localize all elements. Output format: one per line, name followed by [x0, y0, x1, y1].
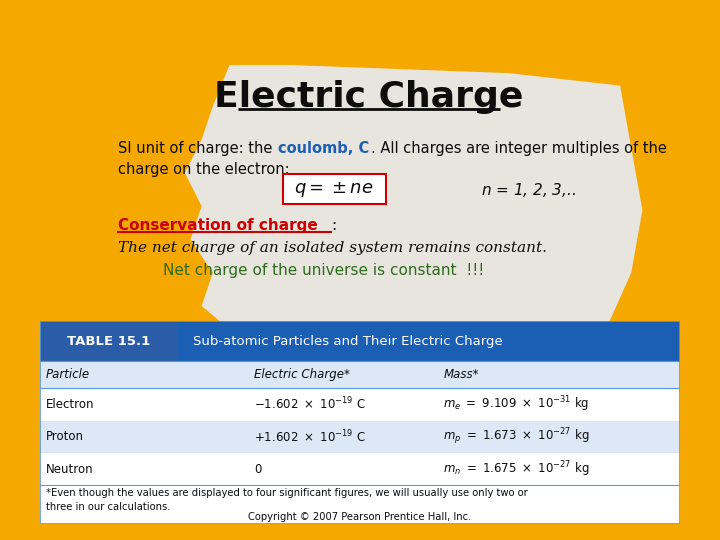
FancyBboxPatch shape	[40, 421, 680, 453]
Text: :: :	[331, 218, 336, 233]
Text: $m_e\ =\ 9.109\ \times\ 10^{-31}$ kg: $m_e\ =\ 9.109\ \times\ 10^{-31}$ kg	[444, 395, 590, 414]
Text: . All charges are integer multiples of the: . All charges are integer multiples of t…	[372, 141, 667, 156]
Text: Particle: Particle	[46, 368, 90, 381]
Text: Net charge of the universe is constant  !!!: Net charge of the universe is constant !…	[163, 263, 484, 278]
Text: Sub-atomic Particles and Their Electric Charge: Sub-atomic Particles and Their Electric …	[194, 335, 503, 348]
FancyBboxPatch shape	[40, 388, 680, 421]
FancyBboxPatch shape	[40, 361, 680, 524]
FancyBboxPatch shape	[40, 321, 177, 361]
FancyBboxPatch shape	[40, 453, 680, 485]
Text: Conservation of charge: Conservation of charge	[118, 218, 318, 233]
FancyBboxPatch shape	[40, 361, 680, 388]
Text: $-1.602\ \times\ 10^{-19}$ C: $-1.602\ \times\ 10^{-19}$ C	[254, 396, 366, 413]
Text: Copyright © 2007 Pearson Prentice Hall, Inc.: Copyright © 2007 Pearson Prentice Hall, …	[248, 512, 472, 522]
Text: Proton: Proton	[46, 430, 84, 443]
Text: SI unit of charge: the: SI unit of charge: the	[118, 141, 277, 156]
Text: charge on the electron:: charge on the electron:	[118, 162, 289, 177]
Text: $m_p\ =\ 1.673\ \times\ 10^{-27}$ kg: $m_p\ =\ 1.673\ \times\ 10^{-27}$ kg	[444, 427, 590, 447]
Text: Electron: Electron	[46, 398, 94, 411]
Text: Neutron: Neutron	[46, 463, 94, 476]
Text: $n$ = 1, 2, 3,..: $n$ = 1, 2, 3,..	[481, 180, 576, 199]
Text: $m_n\ =\ 1.675\ \times\ 10^{-27}$ kg: $m_n\ =\ 1.675\ \times\ 10^{-27}$ kg	[444, 460, 590, 479]
Text: $q = \pm ne$: $q = \pm ne$	[294, 180, 374, 199]
Text: The net charge of an isolated system remains constant.: The net charge of an isolated system rem…	[118, 241, 547, 255]
Text: *Even though the values are displayed to four significant figures, we will usual: *Even though the values are displayed to…	[46, 488, 528, 498]
Text: Mass*: Mass*	[444, 368, 479, 381]
Text: coulomb, C: coulomb, C	[278, 141, 369, 156]
FancyBboxPatch shape	[40, 321, 680, 361]
FancyBboxPatch shape	[282, 174, 386, 204]
Text: 0: 0	[254, 463, 261, 476]
Text: $+1.602\ \times\ 10^{-19}$ C: $+1.602\ \times\ 10^{-19}$ C	[254, 428, 366, 445]
Text: TABLE 15.1: TABLE 15.1	[67, 335, 150, 348]
Text: three in our calculations.: three in our calculations.	[46, 502, 171, 511]
Text: Electric Charge*: Electric Charge*	[254, 368, 350, 381]
Polygon shape	[185, 65, 642, 360]
Text: Electric Charge: Electric Charge	[215, 80, 523, 114]
